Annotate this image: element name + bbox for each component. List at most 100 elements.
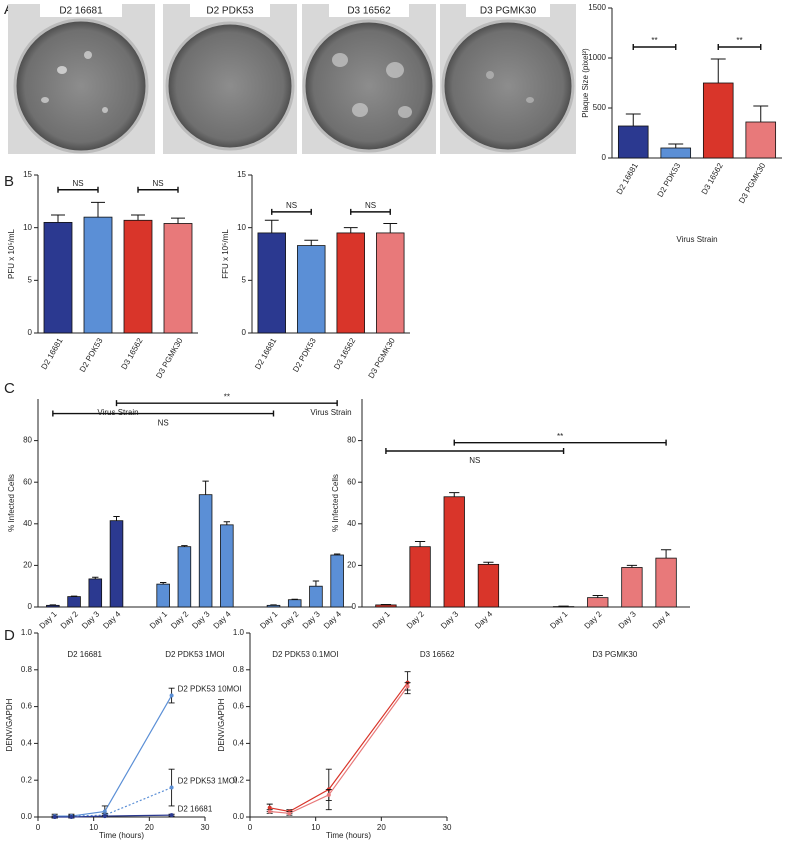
series-line — [269, 682, 409, 813]
y-tick-label: 0.2 — [233, 775, 245, 784]
y-tick-label: 0 — [242, 328, 247, 337]
y-tick-label: 500 — [593, 103, 607, 112]
y-tick-label: 40 — [23, 519, 32, 528]
y-tick-label: 0.4 — [233, 739, 245, 748]
y-tick-label: 0.0 — [233, 812, 245, 821]
plaque — [526, 97, 534, 103]
x-axis-label: Virus Strain — [97, 408, 138, 417]
error-bar — [449, 492, 460, 497]
bar — [163, 223, 193, 334]
x-axis-label: Time (hours) — [99, 831, 144, 840]
bar — [409, 546, 431, 608]
x-tick-label: D2 16681 — [253, 336, 278, 371]
y-tick-label: 0.2 — [21, 775, 33, 784]
group-label: D2 PDK53 0.1MOI — [272, 650, 338, 659]
x-tick-label: D2 PDK53 — [656, 161, 683, 199]
label-bg — [40, 4, 122, 17]
bar — [745, 121, 777, 159]
bar — [266, 604, 281, 608]
dish — [441, 19, 575, 153]
bar — [83, 216, 113, 334]
y-tick-label: 20 — [23, 561, 32, 570]
x-tick-label: Day 2 — [169, 609, 191, 631]
bar — [287, 599, 302, 608]
significance-bracket — [717, 44, 762, 50]
x-axis-label: Time (hours) — [326, 831, 371, 840]
x-tick-label: D3 16562 — [700, 161, 725, 196]
point — [405, 684, 410, 689]
bar — [177, 546, 192, 608]
error-bar — [131, 214, 145, 221]
x-tick-label: Day 2 — [59, 609, 81, 631]
x-tick-label: 20 — [377, 823, 386, 832]
bar — [297, 245, 326, 334]
y-tick-label: 60 — [23, 477, 32, 486]
error-bar — [304, 239, 319, 246]
group-label: D2 PDK53 1MOI — [165, 650, 225, 659]
bar — [257, 232, 286, 334]
x-tick-label: Day 2 — [583, 609, 605, 631]
significance-bracket — [271, 208, 312, 215]
y-tick-label: 1500 — [588, 3, 606, 12]
group-label: D3 PGMK30 — [592, 650, 637, 659]
bar — [330, 554, 344, 608]
label-bg — [329, 4, 409, 17]
error-bar — [202, 480, 209, 495]
x-tick-label: 20 — [145, 823, 154, 832]
x-tick-label: D2 PDK53 — [291, 336, 318, 374]
x-tick-label: Day 4 — [101, 609, 123, 631]
bar — [198, 494, 213, 608]
label-bg — [190, 4, 270, 17]
y-tick-label: 0.0 — [21, 812, 33, 821]
x-tick-label: Day 3 — [80, 609, 102, 631]
point — [102, 809, 107, 814]
y-tick-label: 0 — [352, 602, 357, 611]
y-tick-label: 80 — [347, 436, 356, 445]
y-tick-label: 10 — [23, 223, 32, 232]
x-tick-label: 10 — [311, 823, 320, 832]
series-line — [269, 686, 409, 814]
y-tick-label: 5 — [28, 275, 33, 284]
bar — [220, 524, 234, 608]
significance-label: NS — [152, 179, 163, 188]
bar — [43, 221, 73, 334]
x-tick-label: Day 2 — [405, 609, 427, 631]
y-axis-label: Plaque Size (pixel²) — [581, 48, 590, 118]
error-bar — [592, 595, 603, 598]
significance-label: ** — [557, 432, 563, 441]
y-axis-label: PFU x 10⁵/mL — [7, 228, 16, 279]
significance-bracket — [57, 186, 99, 193]
error-bar — [181, 545, 188, 547]
x-tick-label: D3 16562 — [332, 336, 357, 371]
series-label: D2 PDK53 10MOI — [178, 685, 242, 694]
point — [102, 814, 107, 819]
y-tick-label: 0.6 — [21, 702, 33, 711]
group-label: D2 16681 — [67, 650, 102, 659]
photo-label: D3 PGMK30 — [480, 6, 537, 17]
x-tick-label: D3 PGMK30 — [367, 336, 398, 380]
x-tick-label: Day 1 — [548, 609, 570, 631]
dish — [302, 19, 436, 153]
point — [169, 785, 174, 790]
error-bar — [159, 581, 167, 585]
bar — [477, 563, 500, 608]
x-tick-label: D2 16681 — [39, 336, 64, 371]
error-bar — [414, 540, 426, 547]
error-bar — [668, 143, 684, 148]
bar — [655, 557, 677, 608]
dish — [13, 18, 149, 154]
series-line — [54, 787, 172, 818]
panel-label: B — [4, 173, 14, 190]
bar — [443, 496, 465, 608]
significance-label: NS — [158, 419, 169, 428]
error-bar — [171, 217, 185, 224]
error-bar — [264, 219, 279, 233]
y-tick-label: 15 — [23, 170, 32, 179]
y-axis-label: % Infected Cells — [331, 474, 340, 532]
series-line — [54, 814, 172, 818]
label-bg — [466, 4, 550, 17]
y-tick-label: 0 — [28, 602, 33, 611]
significance-bracket — [52, 410, 275, 417]
bar — [67, 596, 81, 608]
